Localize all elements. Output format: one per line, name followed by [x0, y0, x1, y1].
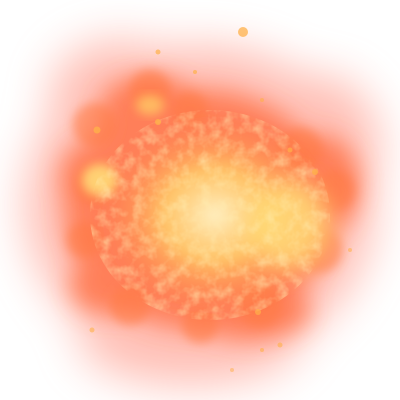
hot-core — [82, 95, 330, 320]
embers — [89, 27, 352, 372]
